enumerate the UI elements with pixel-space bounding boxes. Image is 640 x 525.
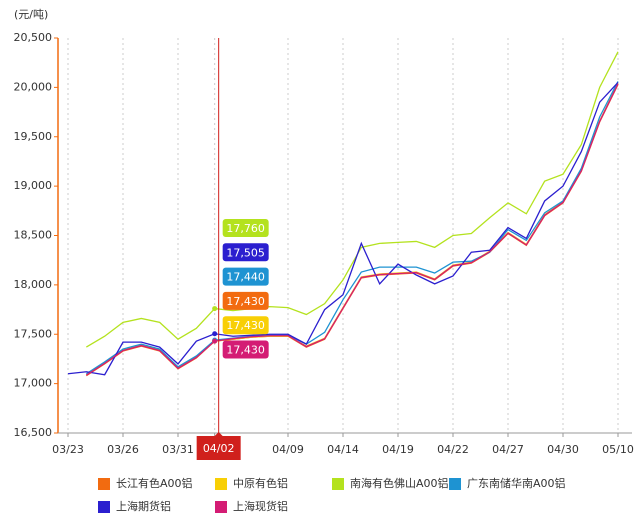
x-tick-label: 04/19 [382,443,414,456]
legend-label: 广东南储华南A00铝 [467,476,566,490]
legend-swatch [98,501,110,513]
y-tick-label: 18,000 [14,278,53,291]
x-tick-label: 04/22 [437,443,469,456]
tooltip: 17,760 17,505 17,440 17,430 17,430 17,430 04/0… [196,219,269,460]
legend-label: 中原有色铝 [233,476,288,490]
y-tick-label: 17,500 [14,327,53,340]
x-tip-arrow [214,432,223,436]
series-line [85,83,619,376]
tooltip-box [222,291,269,310]
tooltip-value: 17,505 [226,246,265,259]
series-line [67,81,619,376]
legend-label: 长江有色A00铝 [116,476,193,490]
x-tick-label: 04/30 [547,443,579,456]
x-tip-label: 04/02 [203,442,235,455]
tooltip-box [222,316,269,335]
x-tick-label: 03/23 [52,443,84,456]
y-tick-label: 19,500 [14,130,53,143]
tooltip-value: 17,430 [226,319,265,332]
legend-swatch [332,478,344,490]
tooltip-box [222,219,269,237]
x-tick-label: 04/27 [492,443,524,456]
tooltip-box [222,243,269,262]
legend-swatch [449,478,461,490]
legend-swatch [215,478,227,490]
tooltip-value: 17,430 [226,295,265,308]
y-tick-label: 20,500 [14,31,53,44]
y-tick-label: 17,000 [14,377,53,390]
x-tick-label: 04/09 [272,443,304,456]
series-line [86,51,619,348]
legend-label: 南海有色佛山A00铝 [350,476,449,490]
tooltip-box [222,267,269,286]
x-tip-box [196,436,241,460]
legend-label: 上海现货铝 [233,499,288,513]
tooltip-box [222,340,269,359]
y-tick-label: 19,000 [14,179,53,192]
y-tick-label: 18,500 [14,229,53,242]
hover-dot [212,338,218,344]
y-axis-label: (元/吨) [14,8,48,21]
legend-swatch [98,478,110,490]
x-tick-label: 03/26 [107,443,139,456]
x-tick-label: 05/10 [602,443,634,456]
tooltip-value: 17,440 [226,271,265,284]
hover-dot [212,306,218,312]
y-tick-label: 16,500 [14,426,53,439]
legend-label: 上海期货铝 [116,499,171,513]
x-tick-label: 03/31 [162,443,194,456]
x-tick-label: 04/14 [327,443,359,456]
series-line [85,84,619,377]
tooltip-value: 17,430 [226,344,265,357]
hover-dot [212,331,218,337]
y-tick-label: 20,000 [14,80,53,93]
series-line [85,81,619,375]
series-line [85,83,619,376]
tooltip-value: 17,760 [226,222,265,235]
legend-swatch [215,501,227,513]
